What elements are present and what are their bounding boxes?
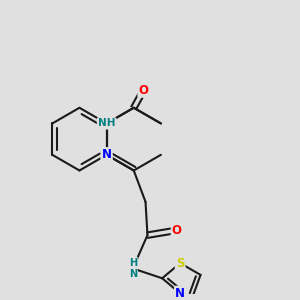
Text: S: S [176, 256, 184, 270]
Text: O: O [139, 84, 148, 97]
Text: H
N: H N [129, 258, 137, 279]
Text: O: O [172, 224, 182, 237]
Text: NH: NH [98, 118, 116, 128]
Text: N: N [102, 148, 112, 161]
Text: N: N [175, 287, 185, 300]
